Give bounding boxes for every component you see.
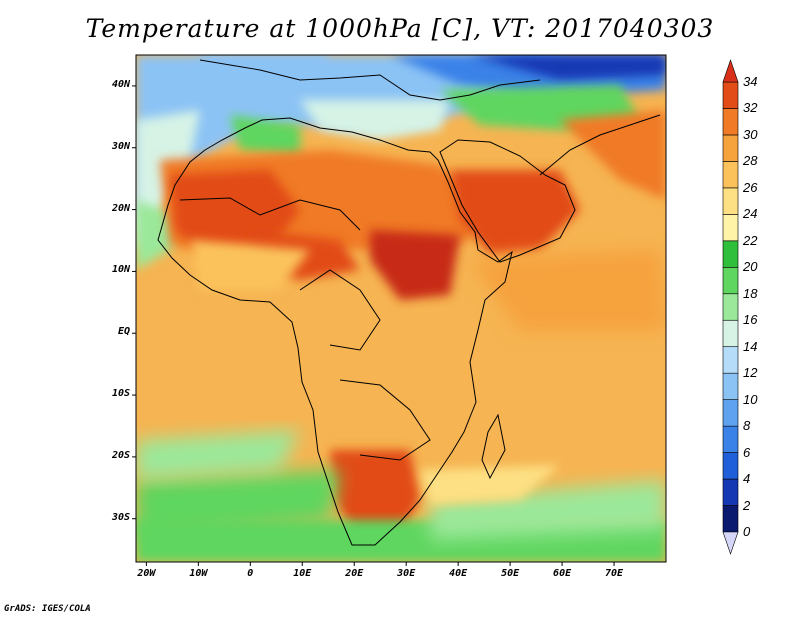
- colorbar-label: 8: [743, 418, 751, 434]
- temperature-field: [136, 55, 666, 562]
- lat-tick-label: 30N: [111, 140, 130, 152]
- colorbar-swatch: [722, 319, 739, 348]
- colorbar-swatch: [722, 81, 739, 109]
- colorbar-swatch: [722, 399, 739, 427]
- colorbar-swatch: [722, 161, 739, 189]
- lat-tick-label: 20N: [111, 202, 130, 214]
- lon-tick-label: 20W: [137, 568, 156, 579]
- colorbar-label: 20: [743, 259, 758, 275]
- lat-tick-label: 30S: [111, 511, 130, 523]
- colorbar-swatch: [722, 478, 739, 506]
- colorbar-under-arrow: [722, 531, 739, 555]
- colorbar-label: 24: [743, 206, 758, 222]
- colorbar-label: 30: [743, 126, 758, 142]
- colorbar-swatch: [722, 372, 739, 400]
- lon-tick-label: 70E: [605, 568, 624, 579]
- colorbar-swatch: [722, 266, 739, 295]
- colorbar-swatch: [722, 214, 739, 242]
- lon-tick-label: 10W: [189, 568, 208, 579]
- lon-tick-label: 60E: [553, 568, 572, 579]
- colorbar-label: 28: [743, 153, 758, 169]
- colorbar-swatch: [722, 452, 739, 480]
- colorbar-swatch: [722, 187, 739, 215]
- colorbar-swatch: [722, 134, 739, 162]
- colorbar-label: 0: [743, 524, 751, 539]
- colorbar-swatch: [722, 425, 739, 453]
- lon-tick-label: 10E: [293, 568, 312, 579]
- map-title: Temperature at 1000hPa [C], VT: 20170403…: [85, 14, 715, 43]
- map-frame: [135, 54, 667, 563]
- lat-tick-label: 20S: [111, 449, 130, 461]
- lon-tick-label: 40E: [449, 568, 468, 579]
- coastlines: [157, 59, 661, 546]
- lon-tick-label: 0: [247, 568, 254, 579]
- lat-tick-label: 10S: [111, 388, 130, 400]
- colorbar: [722, 59, 739, 555]
- colorbar-label: 2: [743, 497, 751, 513]
- colorbar-swatch: [722, 293, 739, 321]
- colorbar-label: 14: [743, 338, 758, 354]
- longitude-axis: [145, 562, 615, 566]
- colorbar-label: 32: [743, 100, 758, 116]
- colorbar-label: 18: [743, 285, 758, 301]
- lon-tick-label: 20E: [345, 568, 364, 579]
- colorbar-label: 34: [743, 74, 758, 89]
- colorbar-label: 26: [743, 179, 758, 195]
- colorbar-label: 6: [743, 444, 751, 460]
- lon-tick-label: 50E: [501, 568, 520, 579]
- grads-credit: GrADS: IGES/COLA: [4, 604, 91, 614]
- lat-tick-label: 40N: [111, 78, 130, 90]
- colorbar-label: 16: [743, 312, 758, 328]
- colorbar-swatch: [722, 108, 739, 136]
- colorbar-over-arrow: [722, 59, 739, 83]
- lat-tick-label: EQ: [117, 326, 130, 338]
- colorbar-swatch: [722, 240, 739, 268]
- lat-tick-label: 10N: [111, 264, 130, 276]
- lon-tick-label: 30E: [397, 568, 416, 579]
- colorbar-label: 12: [743, 365, 758, 381]
- colorbar-label: 4: [743, 471, 751, 487]
- colorbar-label: 22: [743, 232, 758, 248]
- colorbar-label: 10: [743, 391, 758, 407]
- colorbar-swatch: [722, 505, 739, 533]
- colorbar-swatch: [722, 346, 739, 374]
- latitude-axis: [132, 85, 136, 520]
